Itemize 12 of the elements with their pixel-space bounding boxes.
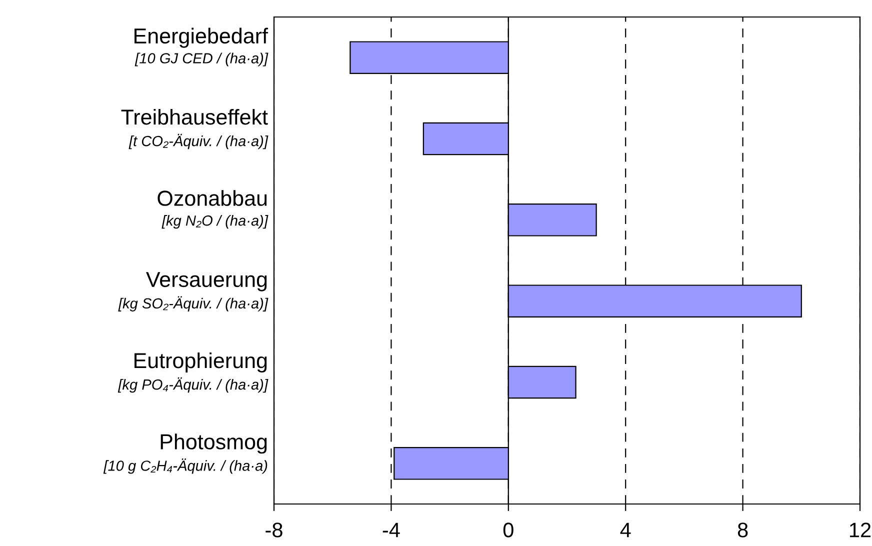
x-tick-label: -8 bbox=[266, 522, 282, 538]
x-tick-label: -4 bbox=[382, 522, 400, 538]
x-tick-label: 0 bbox=[503, 522, 514, 538]
y-tick-label: Energiebedarf [10 GJ CED / (ha·a)] bbox=[134, 28, 268, 66]
y-tick-label: Versauerung [kg SO₂-Äquiv. / (ha·a)] bbox=[118, 272, 268, 312]
x-tick-label: 8 bbox=[738, 522, 748, 538]
x-tick-label: 12 bbox=[850, 522, 871, 538]
x-tick-label: 4 bbox=[620, 522, 631, 538]
y-tick-label: Photosmog [10 g C₂H₄-Äquiv. / (ha·a) bbox=[103, 434, 268, 474]
y-tick-label: Eutrophierung [kg PO₄-Äquiv. / (ha·a)] bbox=[118, 352, 268, 393]
y-tick-label: Treibhauseffekt [t CO₂-Äquiv. / (ha·a)] bbox=[121, 108, 268, 150]
y-tick-label: Ozonabbau [kg N₂O / (ha·a)] bbox=[158, 190, 268, 229]
